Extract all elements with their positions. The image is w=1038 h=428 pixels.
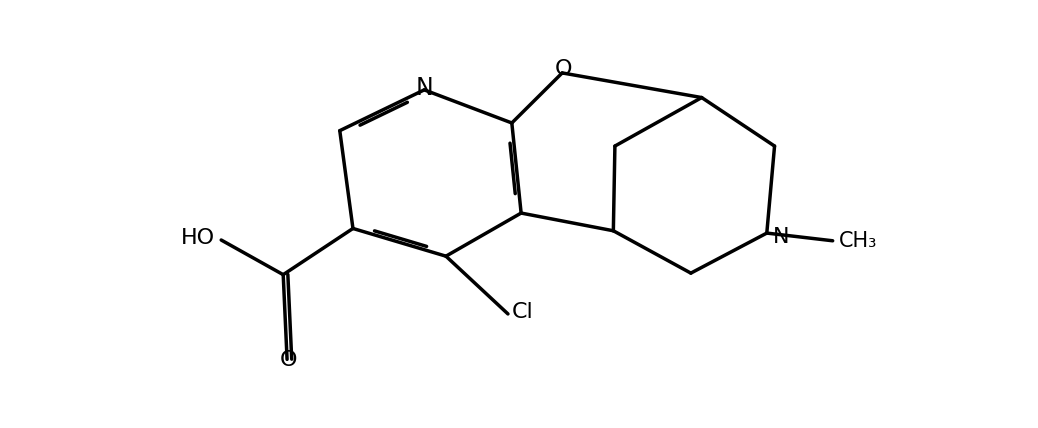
Text: N: N — [773, 227, 790, 247]
Text: O: O — [280, 350, 297, 370]
Text: O: O — [555, 59, 573, 79]
Text: CH₃: CH₃ — [839, 231, 877, 251]
Text: N: N — [415, 76, 433, 100]
Text: Cl: Cl — [512, 302, 534, 321]
Text: HO: HO — [181, 229, 215, 249]
